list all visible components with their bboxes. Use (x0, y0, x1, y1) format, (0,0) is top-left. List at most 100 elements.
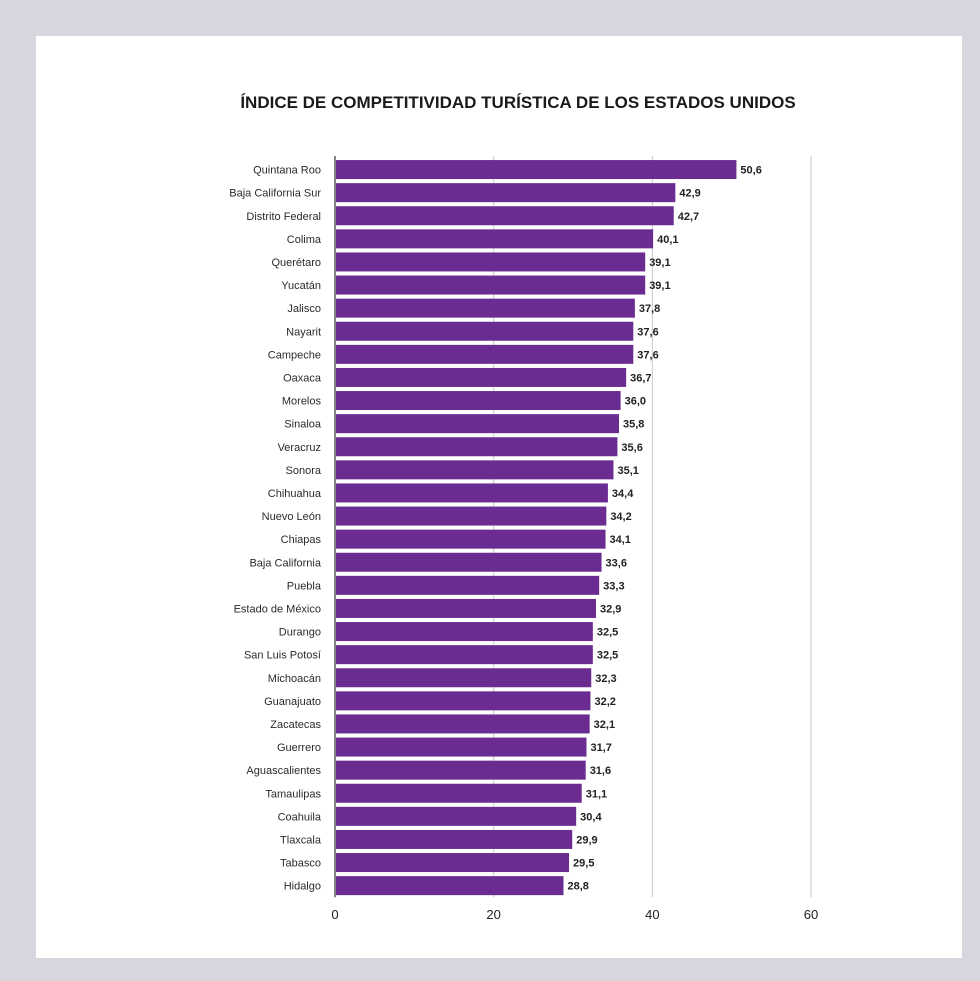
bar-24 (336, 714, 590, 734)
category-label-14: Chihuahua (268, 488, 322, 500)
bar-3 (336, 229, 654, 249)
bar-20 (336, 622, 593, 642)
bar-31 (336, 876, 564, 896)
bar-30 (336, 853, 570, 873)
value-label-5: 39,1 (649, 280, 670, 292)
value-label-28: 30,4 (580, 811, 602, 823)
category-label-6: Jalisco (287, 303, 321, 315)
bar-chart: ÍNDICE DE COMPETITIVIDAD TURÍSTICA DE LO… (229, 93, 818, 922)
bar-19 (336, 598, 597, 618)
x-axis-ticks: 0 20 40 60 (331, 907, 818, 922)
bar-17 (336, 552, 602, 572)
bar-14 (336, 483, 608, 503)
category-label-26: Aguascalientes (246, 765, 321, 777)
category-label-21: San Luis Potosí (244, 650, 321, 662)
category-label-24: Zacatecas (270, 719, 321, 731)
bar-23 (336, 691, 591, 711)
bars (336, 160, 737, 896)
category-label-23: Guanajuato (264, 696, 321, 708)
value-label-13: 35,1 (617, 465, 638, 477)
category-label-28: Coahuila (278, 811, 322, 823)
bar-9 (336, 367, 627, 387)
bar-29 (336, 829, 573, 849)
bar-5 (336, 275, 646, 295)
category-label-27: Tamaulipas (265, 788, 321, 800)
bar-8 (336, 344, 634, 364)
value-label-1: 42,9 (679, 188, 700, 200)
value-label-2: 42,7 (678, 211, 699, 223)
x-tick-label-2: 40 (645, 907, 659, 922)
bar-1 (336, 183, 676, 203)
value-label-23: 32,2 (594, 696, 615, 708)
bar-12 (336, 437, 618, 457)
value-label-17: 33,6 (606, 557, 627, 569)
category-label-18: Puebla (287, 580, 322, 592)
value-label-22: 32,3 (595, 673, 616, 685)
value-label-29: 29,9 (576, 834, 597, 846)
category-label-12: Veracruz (278, 442, 321, 454)
category-label-30: Tabasco (280, 858, 321, 870)
bar-28 (336, 806, 577, 826)
value-label-26: 31,6 (590, 765, 611, 777)
category-label-29: Tlaxcala (280, 834, 322, 846)
x-tick-label-3: 60 (804, 907, 818, 922)
category-label-25: Guerrero (277, 742, 321, 754)
value-label-12: 35,6 (621, 442, 642, 454)
category-label-9: Oaxaca (283, 372, 322, 384)
category-label-4: Querétaro (271, 257, 321, 269)
category-label-8: Campeche (268, 349, 321, 361)
bar-22 (336, 668, 592, 688)
value-label-11: 35,8 (623, 419, 644, 431)
chart-panel: ÍNDICE DE COMPETITIVIDAD TURÍSTICA DE LO… (36, 36, 962, 958)
category-label-11: Sinaloa (284, 419, 322, 431)
category-labels: Quintana Roo Baja California Sur Distrito … (229, 165, 322, 893)
value-label-25: 31,7 (590, 742, 611, 754)
category-label-17: Baja California (249, 557, 321, 569)
bar-4 (336, 252, 646, 272)
category-label-31: Hidalgo (284, 881, 321, 893)
value-label-9: 36,7 (630, 372, 651, 384)
value-label-21: 32,5 (597, 650, 618, 662)
value-label-6: 37,8 (639, 303, 660, 315)
bar-2 (336, 206, 674, 226)
category-label-7: Nayarit (286, 326, 321, 338)
value-label-24: 32,1 (594, 719, 615, 731)
bar-16 (336, 529, 606, 549)
value-label-3: 40,1 (657, 234, 678, 246)
value-label-10: 36,0 (625, 396, 646, 408)
value-label-27: 31,1 (586, 788, 607, 800)
bar-6 (336, 298, 635, 318)
bar-21 (336, 645, 593, 665)
value-label-30: 29,5 (573, 858, 594, 870)
value-label-19: 32,9 (600, 603, 621, 615)
bar-18 (336, 575, 600, 595)
value-labels: 50,6 42,9 42,740,1 39,1 39,1 37,8 37,6 37,6 36,7… (567, 165, 761, 893)
category-label-0: Quintana Roo (253, 165, 321, 177)
category-label-16: Chiapas (281, 534, 322, 546)
category-label-19: Estado de México (234, 603, 321, 615)
category-label-1: Baja California Sur (229, 188, 321, 200)
bar-13 (336, 460, 614, 480)
chart-title: ÍNDICE DE COMPETITIVIDAD TURÍSTICA DE LO… (240, 93, 795, 112)
category-label-20: Durango (279, 627, 321, 639)
bar-10 (336, 391, 621, 411)
value-label-15: 34,2 (610, 511, 631, 523)
category-label-15: Nuevo León (262, 511, 321, 523)
value-label-4: 39,1 (649, 257, 670, 269)
value-label-0: 50,6 (740, 165, 761, 177)
bar-26 (336, 760, 586, 780)
x-tick-label-1: 20 (486, 907, 500, 922)
category-label-22: Michoacán (268, 673, 321, 685)
category-label-2: Distrito Federal (246, 211, 321, 223)
x-tick-label-0: 0 (331, 907, 338, 922)
value-label-8: 37,6 (637, 349, 658, 361)
bar-25 (336, 737, 587, 757)
value-label-14: 34,4 (612, 488, 634, 500)
value-label-18: 33,3 (603, 580, 624, 592)
value-label-20: 32,5 (597, 627, 618, 639)
bar-15 (336, 506, 607, 526)
bar-0 (336, 160, 737, 180)
category-label-13: Sonora (286, 465, 322, 477)
bar-7 (336, 321, 634, 341)
value-label-16: 34,1 (610, 534, 631, 546)
